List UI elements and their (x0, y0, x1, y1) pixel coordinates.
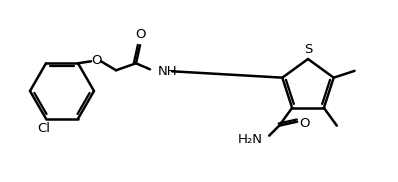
Text: NH: NH (158, 65, 178, 78)
Text: S: S (304, 43, 312, 56)
Text: O: O (91, 54, 101, 67)
Text: H₂N: H₂N (238, 133, 263, 146)
Text: Cl: Cl (37, 122, 51, 135)
Text: O: O (135, 28, 145, 41)
Text: O: O (299, 117, 310, 130)
